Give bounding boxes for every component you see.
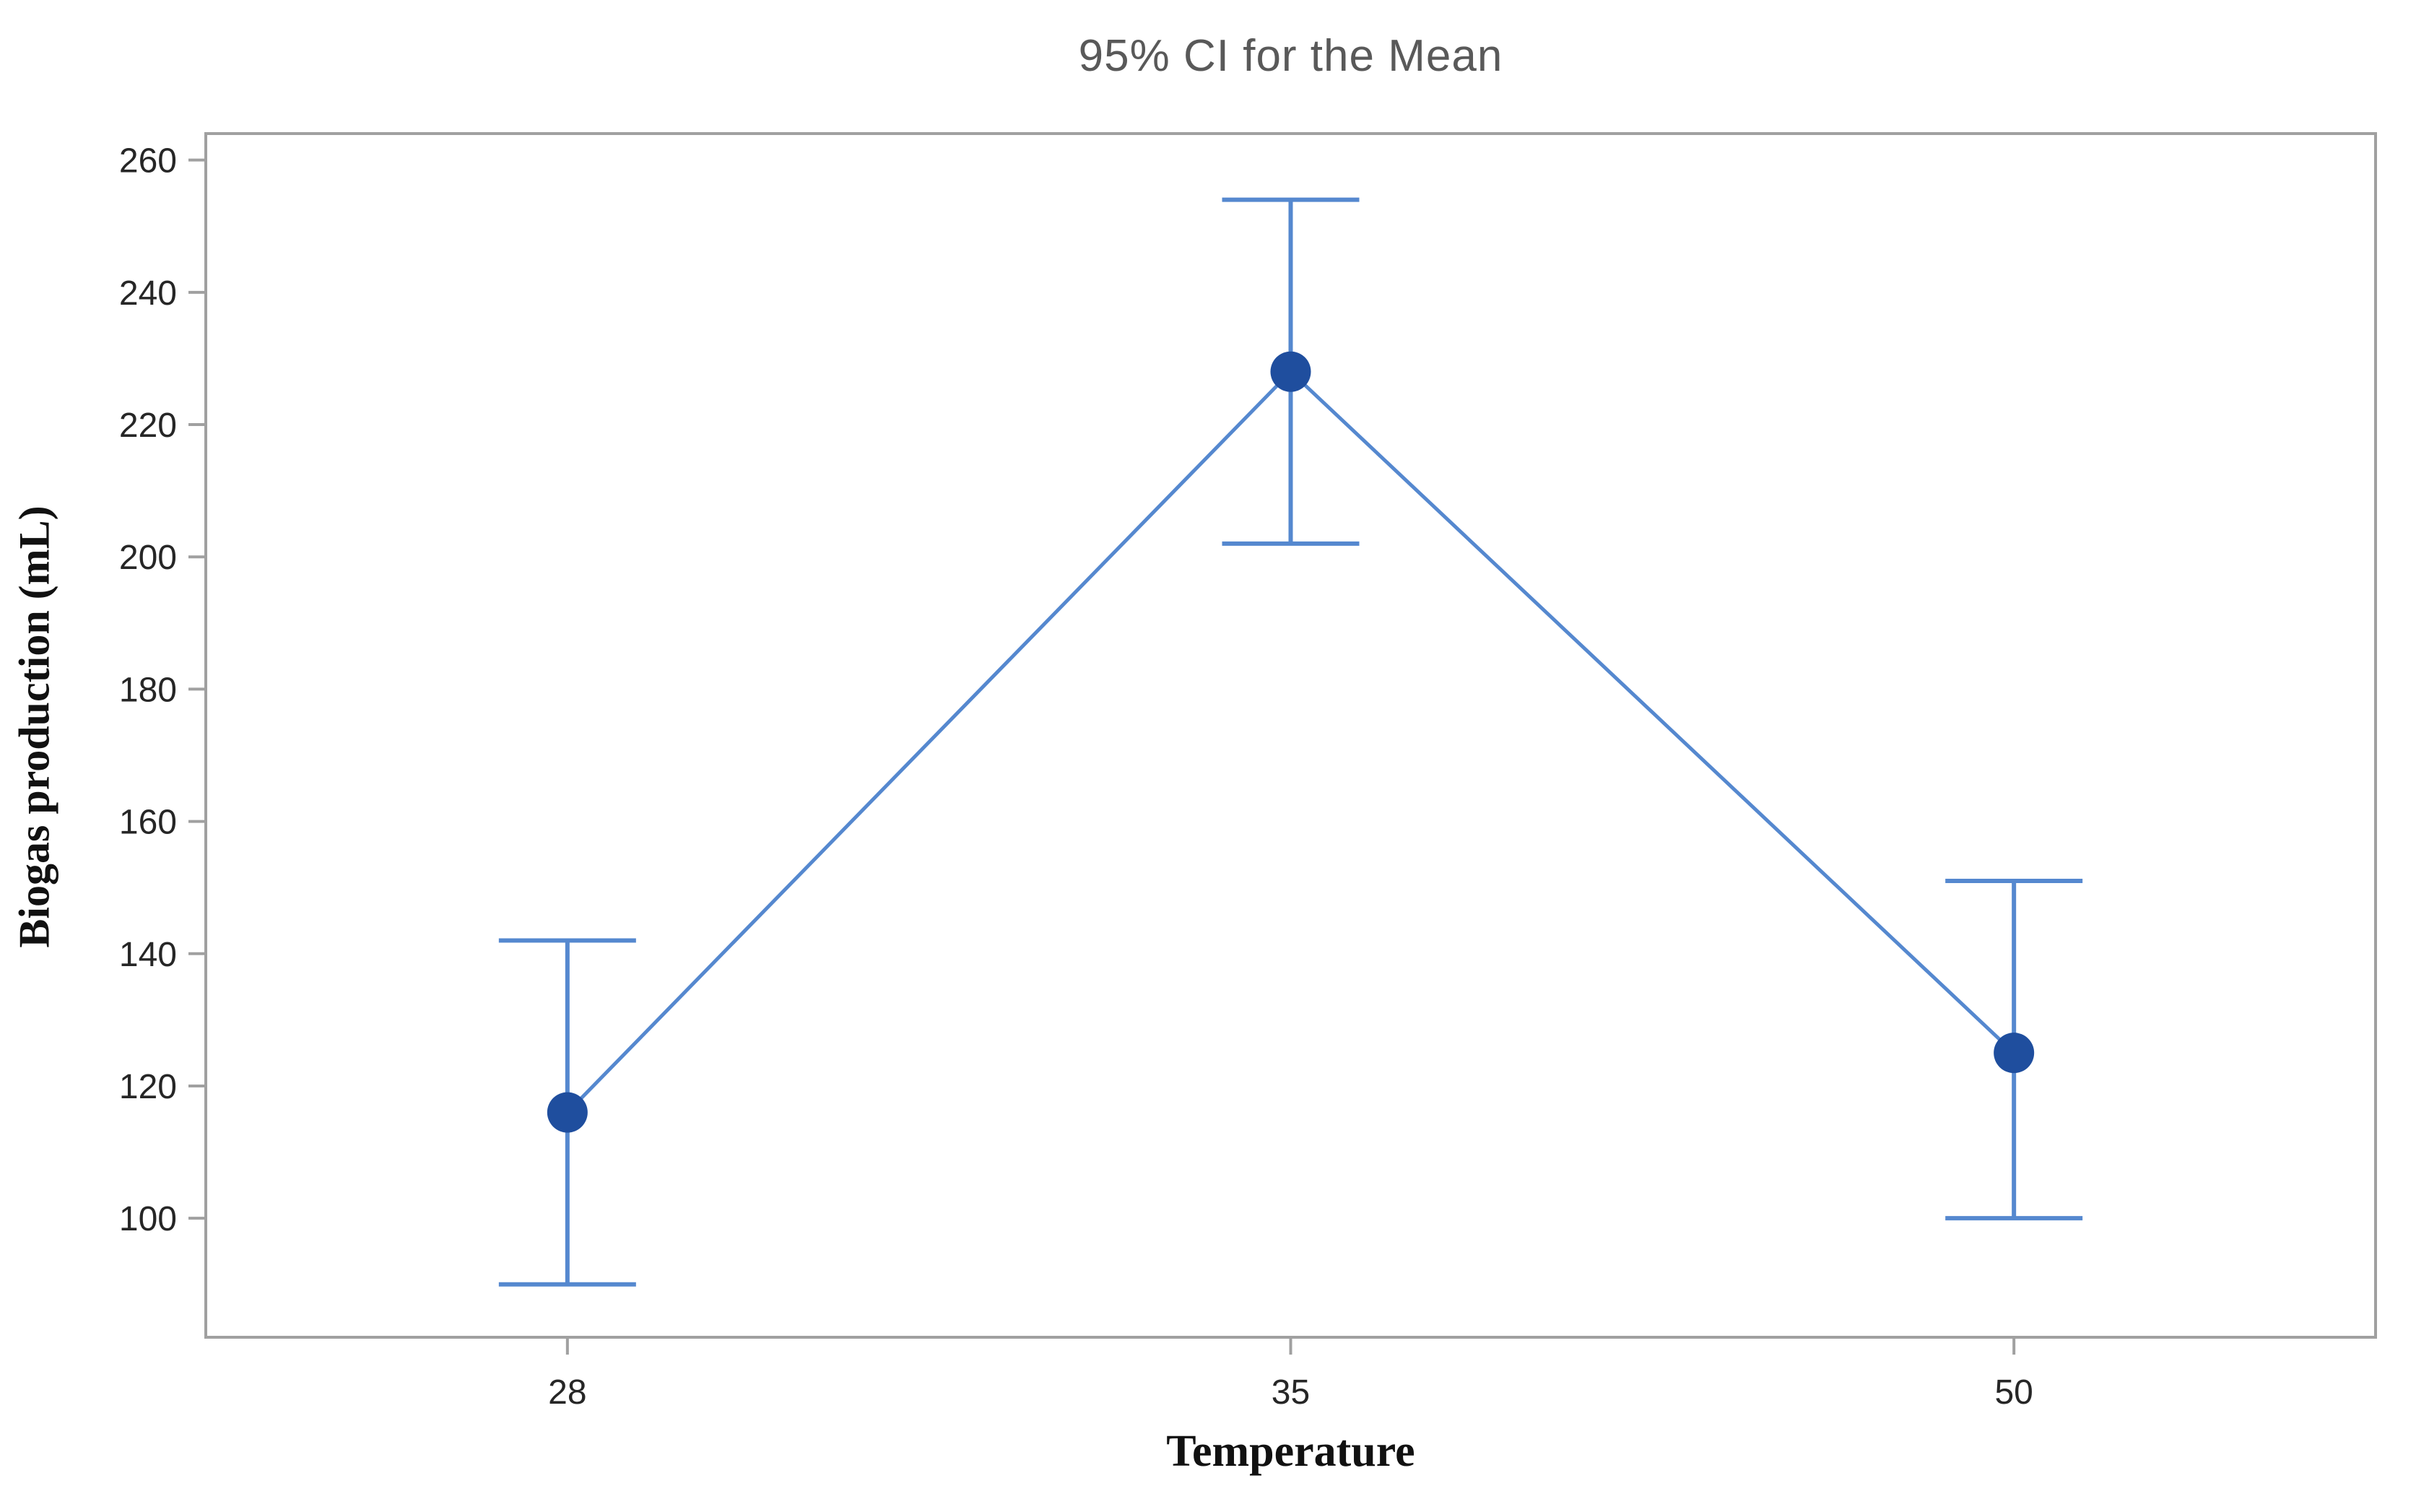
mean-marker [547,1092,588,1133]
y-tick-label: 220 [119,407,177,445]
y-tick-label: 160 [119,804,177,842]
y-tick-label: 140 [119,936,177,974]
x-tick-label: 28 [548,1373,586,1412]
y-tick-label: 100 [119,1200,177,1238]
mean-marker [1994,1033,2035,1074]
mean-marker [1270,351,1311,392]
x-tick-label: 50 [1994,1373,2033,1412]
y-tick-label: 200 [119,539,177,577]
y-tick-label: 180 [119,671,177,709]
y-tick-label: 120 [119,1068,177,1106]
x-tick-label: 35 [1272,1373,1310,1412]
y-tick-label: 240 [119,274,177,313]
y-tick-label: 260 [119,142,177,181]
chart-title: 95% CI for the Mean [1078,31,1503,81]
x-axis-label: Temperature [1166,1427,1415,1476]
